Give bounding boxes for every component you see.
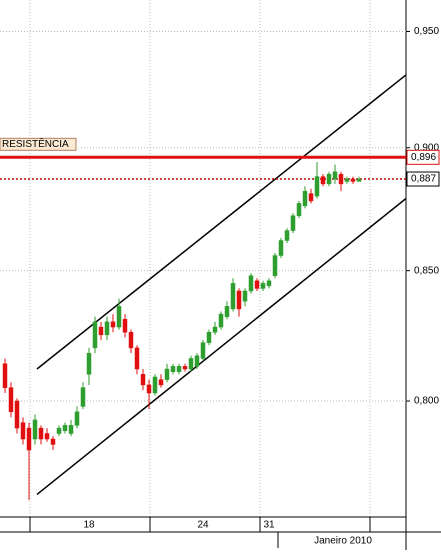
- candle-body: [350, 178, 356, 182]
- candle-body: [104, 321, 110, 336]
- level-label: 0,887: [411, 174, 436, 185]
- candle-body: [188, 358, 194, 370]
- candle-body: [272, 255, 278, 276]
- candle-body: [182, 366, 188, 370]
- candle-body: [20, 422, 26, 440]
- candle-body: [170, 366, 176, 372]
- candle-body: [80, 387, 86, 407]
- candle-body: [98, 326, 104, 336]
- level-name-box: [0, 137, 77, 151]
- candle-body: [68, 425, 74, 434]
- candle-body: [224, 306, 230, 317]
- x-axis-title: Janeiro 2010: [314, 536, 372, 547]
- candle-body: [308, 193, 314, 202]
- x-tick-label: 31: [263, 520, 275, 531]
- candle-body: [140, 374, 146, 386]
- candle-body: [128, 331, 134, 349]
- level-label-box: [406, 149, 440, 165]
- candle-body: [158, 379, 164, 386]
- candle-body: [218, 313, 224, 328]
- candle-body: [44, 433, 50, 440]
- candle-body: [92, 321, 98, 349]
- x-tick-label: 18: [83, 520, 95, 531]
- candle-body: [296, 203, 302, 216]
- y-tick-label: 0,800: [414, 396, 439, 407]
- candle-body: [248, 275, 254, 292]
- candle-body: [122, 319, 128, 333]
- candle-body: [50, 438, 56, 445]
- x-tick-label: 24: [197, 520, 209, 531]
- y-tick-label: 0,950: [414, 26, 439, 37]
- candle-body: [290, 215, 296, 231]
- y-tick-label: 0,900: [414, 142, 439, 153]
- candle-body: [332, 171, 338, 180]
- candle-body: [320, 176, 326, 185]
- candle-body: [338, 173, 344, 185]
- candle-body: [2, 363, 8, 388]
- candle-body: [254, 280, 260, 289]
- candle-body: [266, 280, 272, 287]
- candle-body: [314, 176, 320, 197]
- candle-body: [206, 331, 212, 343]
- candle-body: [230, 283, 236, 310]
- candle-body: [260, 283, 266, 289]
- candle-body: [194, 355, 200, 367]
- candle-body: [278, 240, 284, 256]
- candle-body: [164, 368, 170, 380]
- candle-body: [356, 178, 362, 182]
- candle-body: [302, 190, 308, 207]
- candle-body: [26, 427, 32, 451]
- candle-body: [152, 376, 158, 394]
- y-tick-label: 0,850: [414, 265, 439, 276]
- candle-body: [200, 342, 206, 359]
- candle-body: [326, 173, 332, 185]
- candle-body: [146, 384, 152, 394]
- candle-body: [8, 387, 14, 413]
- trendline: [36, 74, 407, 370]
- candle-body: [62, 425, 68, 432]
- candle-body: [86, 352, 92, 375]
- candle-body: [236, 290, 242, 310]
- candle-body: [116, 306, 122, 328]
- candle-body: [110, 321, 116, 328]
- candle-body: [344, 178, 350, 182]
- candle-body: [212, 326, 218, 333]
- v-grid: [29, 0, 371, 517]
- level-label: 0,896: [411, 152, 436, 163]
- candle-body: [284, 230, 290, 241]
- candle-body: [38, 427, 44, 440]
- level-name: RESISTÊNCIA: [2, 137, 69, 150]
- candle-body: [56, 427, 62, 434]
- candle-body: [134, 347, 140, 370]
- level-label-box: [406, 171, 440, 187]
- candle-body: [176, 366, 182, 372]
- candle-body: [14, 400, 20, 429]
- trendline: [36, 197, 407, 496]
- x-separators: [29, 517, 371, 548]
- candle-body: [32, 419, 38, 440]
- candle-body: [74, 411, 80, 426]
- candle-body: [242, 290, 248, 302]
